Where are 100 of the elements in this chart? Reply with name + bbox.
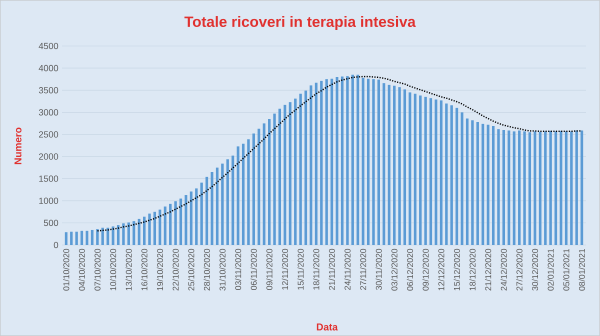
bar: [75, 232, 78, 245]
bar: [226, 159, 229, 245]
bar: [122, 223, 125, 245]
bar: [356, 74, 360, 245]
x-tick-label: 21/11/2020: [328, 248, 335, 290]
bar: [523, 131, 526, 245]
bar: [414, 94, 416, 245]
bar: [314, 82, 318, 245]
bar: [221, 164, 224, 245]
x-tick-label: 27/12/2020: [516, 248, 522, 290]
bar: [210, 172, 214, 245]
x-axis-title: Data: [316, 324, 338, 330]
x-tick-label: 01/10/2020: [63, 248, 70, 291]
x-tick-label: 04/10/2020: [78, 248, 85, 291]
bar: [492, 126, 495, 245]
bar: [86, 230, 88, 245]
x-tick-label: 07/10/2020: [94, 248, 101, 291]
x-tick-label: 15/12/2020: [454, 248, 460, 290]
y-tick-label: 1000: [39, 198, 58, 204]
bar: [362, 78, 364, 245]
bar: [310, 85, 312, 245]
y-tick-label: 500: [44, 220, 58, 226]
bar: [486, 124, 490, 245]
bar: [570, 131, 573, 245]
bar: [429, 98, 432, 245]
bar: [560, 130, 562, 245]
bar: [336, 76, 338, 245]
x-tick-label: 18/12/2020: [469, 248, 476, 290]
x-tick-label: 12/12/2020: [438, 248, 444, 290]
x-tick-label: 24/11/2020: [344, 248, 351, 290]
bar: [403, 89, 406, 245]
bar: [70, 232, 73, 245]
bar: [252, 134, 255, 245]
bar: [80, 230, 84, 245]
bar: [242, 144, 245, 245]
y-tick-label: 1500: [39, 175, 58, 182]
bar: [216, 168, 219, 245]
x-tick-label: 21/12/2020: [484, 248, 492, 290]
x-tick-label: 02/01/2021: [547, 248, 554, 291]
bar: [127, 222, 130, 245]
bar: [549, 130, 552, 245]
bar: [268, 118, 271, 245]
x-tick-label: 18/11/2020: [313, 248, 320, 290]
bar: [278, 108, 282, 245]
bar: [273, 114, 276, 245]
bar: [174, 201, 177, 245]
bar: [528, 132, 532, 245]
bar: [330, 78, 334, 245]
x-tick-label: 15/11/2020: [297, 248, 304, 290]
bar: [90, 230, 94, 245]
bar: [179, 198, 182, 245]
bar: [64, 232, 68, 245]
bar: [382, 83, 386, 245]
bar: [299, 94, 302, 245]
bar: [106, 228, 110, 245]
bar: [247, 139, 250, 245]
bar: [538, 132, 542, 245]
bar: [456, 108, 458, 245]
bar: [164, 206, 166, 245]
bar: [346, 76, 349, 245]
x-tick-label: 22/10/2020: [172, 248, 179, 290]
bar: [169, 204, 172, 245]
x-tick-label: 30/11/2020: [376, 248, 382, 290]
bar: [206, 176, 208, 245]
x-tick-label: 09/11/2020: [266, 248, 272, 290]
bar: [460, 112, 464, 245]
bar: [575, 130, 578, 245]
x-tick-label: 12/11/2020: [282, 248, 288, 290]
bar: [388, 84, 390, 245]
bar: [288, 102, 292, 245]
x-tick-label: 19/10/2020: [156, 248, 164, 290]
bar: [142, 216, 146, 245]
y-tick-label: 4500: [38, 42, 58, 50]
x-tick-label: 05/01/2021: [563, 248, 570, 291]
x-tick-label: 28/10/2020: [204, 248, 210, 290]
bar: [340, 76, 344, 245]
x-tick-label: 30/12/2020: [532, 248, 538, 291]
bar: [320, 80, 323, 245]
bar: [372, 79, 375, 245]
y-tick-label: 2500: [38, 131, 58, 138]
bar: [184, 195, 188, 245]
x-tick-label: 09/12/2020: [422, 248, 429, 291]
bar: [190, 191, 192, 245]
y-tick-label: 3000: [38, 109, 58, 116]
bar: [445, 103, 448, 245]
bar: [508, 130, 510, 245]
bar: [419, 96, 422, 245]
bar: [398, 87, 401, 245]
bar: [471, 120, 474, 245]
bar: [351, 74, 354, 245]
x-tick-label: 24/12/2020: [500, 248, 507, 290]
bar: [236, 146, 240, 245]
bar: [294, 98, 297, 245]
x-tick-label: 03/12/2020: [391, 248, 398, 291]
bar: [580, 130, 584, 245]
bar: [440, 100, 443, 245]
bar: [153, 212, 156, 245]
bar: [544, 131, 547, 245]
bar: [534, 131, 536, 245]
bar: [304, 90, 308, 245]
